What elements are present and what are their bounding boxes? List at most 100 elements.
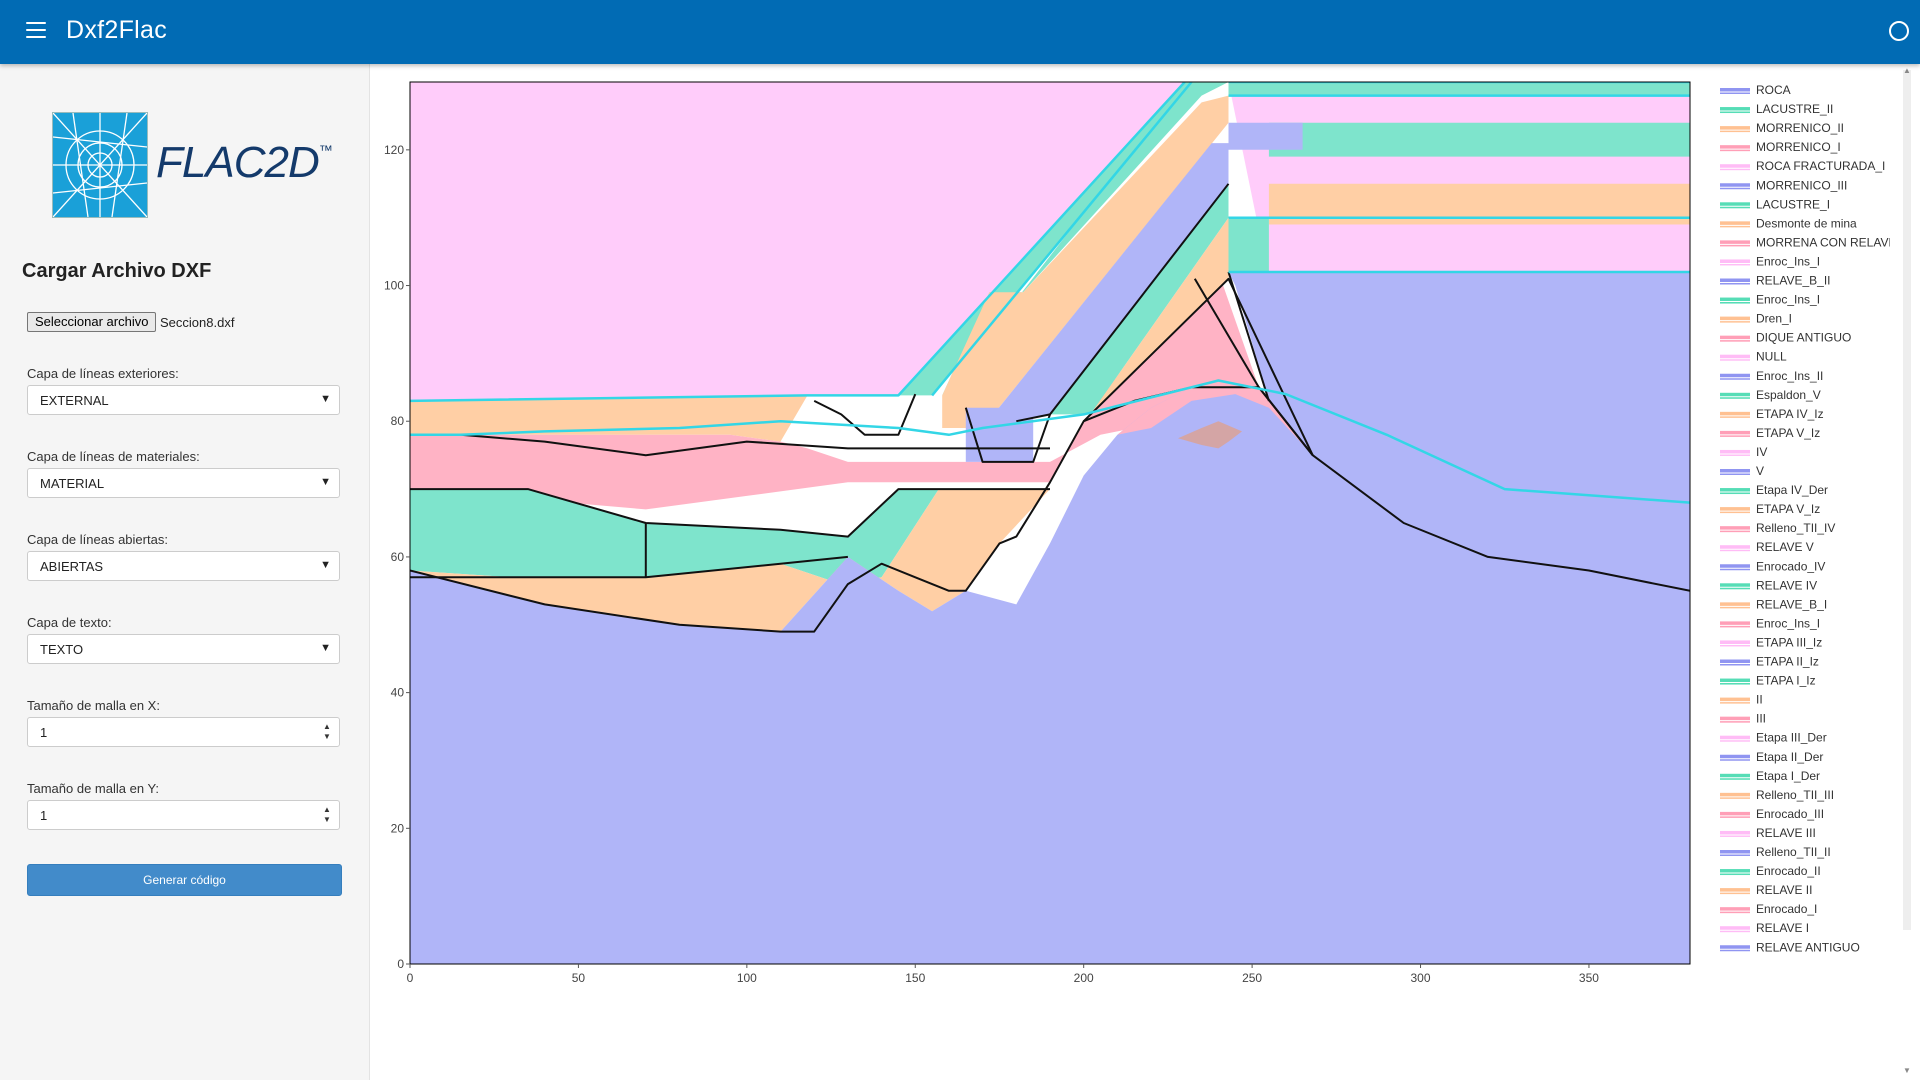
- legend-swatch[interactable]: [1720, 850, 1750, 856]
- legend-swatch[interactable]: [1720, 373, 1750, 380]
- legend-swatch[interactable]: [1720, 773, 1750, 780]
- legend-swatch[interactable]: [1720, 697, 1750, 704]
- legend-swatch[interactable]: [1720, 488, 1750, 495]
- section-chart[interactable]: 0 50 100 150 200 250 300 350 0 20 40 60 80 100 120 ROCA…: [370, 64, 1896, 1080]
- legend-swatch[interactable]: [1720, 716, 1750, 723]
- material-layer-select[interactable]: MATERIAL ▼: [27, 468, 340, 498]
- legend-swatch[interactable]: [1720, 583, 1750, 590]
- legend-item-label[interactable]: LACUSTRE_II: [1756, 102, 1833, 116]
- legend-item-label[interactable]: RELAVE V: [1756, 540, 1814, 554]
- legend-swatch[interactable]: [1720, 926, 1750, 933]
- legend-item-label[interactable]: ROCA FRACTURADA_I: [1756, 159, 1885, 173]
- legend-swatch[interactable]: [1720, 507, 1750, 514]
- legend-item-label[interactable]: Etapa III_Der: [1756, 731, 1827, 745]
- legend-item-label[interactable]: Etapa I_Der: [1756, 769, 1820, 783]
- legend-item-label[interactable]: II: [1756, 693, 1763, 707]
- legend-item-label[interactable]: Etapa IV_Der: [1756, 483, 1828, 497]
- legend-item-label[interactable]: RELAVE II: [1756, 883, 1812, 897]
- legend-item-label[interactable]: Enroc_Ins_I: [1756, 616, 1820, 630]
- material-region[interactable]: [965, 407, 1034, 462]
- legend-swatch[interactable]: [1720, 640, 1750, 647]
- legend-swatch[interactable]: [1720, 830, 1750, 837]
- legend-item-label[interactable]: MORRENICO_II: [1756, 121, 1844, 135]
- legend-item-label[interactable]: RELAVE_B_II: [1756, 274, 1830, 288]
- legend-item-label[interactable]: ETAPA III_Iz: [1756, 635, 1822, 649]
- material-region[interactable]: [942, 95, 1229, 428]
- legend-swatch[interactable]: [1720, 88, 1750, 94]
- legend-swatch[interactable]: [1720, 107, 1750, 114]
- legend-swatch[interactable]: [1720, 259, 1750, 266]
- legend-item-label[interactable]: NULL: [1756, 350, 1787, 364]
- material-region[interactable]: [1050, 272, 1259, 483]
- legend-item-label[interactable]: Dren_I: [1756, 312, 1792, 326]
- scrollbar-track[interactable]: [1903, 70, 1911, 930]
- material-region[interactable]: [982, 143, 1229, 428]
- legend-item-label[interactable]: Enrocado_I: [1756, 902, 1817, 916]
- legend-swatch[interactable]: [1720, 126, 1750, 133]
- material-region[interactable]: [410, 82, 1185, 401]
- legend-swatch[interactable]: [1720, 392, 1750, 399]
- legend-item-label[interactable]: Enrocado_III: [1756, 807, 1824, 821]
- external-layer-select[interactable]: EXTERNAL ▼: [27, 385, 340, 415]
- legend-item-label[interactable]: MORRENICO_I: [1756, 140, 1841, 154]
- select-file-button[interactable]: Seleccionar archivo: [27, 312, 157, 332]
- material-region[interactable]: [898, 82, 1192, 396]
- material-region[interactable]: [410, 434, 1050, 510]
- legend-item-label[interactable]: IV: [1756, 445, 1767, 459]
- material-region[interactable]: [410, 395, 808, 442]
- material-region[interactable]: [1178, 421, 1242, 449]
- legend-item-label[interactable]: MORRENA CON RELAVE: [1756, 235, 1896, 249]
- legend-item-label[interactable]: RELAVE III: [1756, 826, 1816, 840]
- legend-swatch[interactable]: [1720, 145, 1750, 152]
- hamburger-menu-icon[interactable]: [26, 22, 46, 40]
- material-region[interactable]: [1117, 380, 1313, 456]
- legend-swatch[interactable]: [1720, 430, 1750, 437]
- legend-item-label[interactable]: DIQUE ANTIGUO: [1756, 331, 1851, 345]
- generate-code-button[interactable]: Generar código: [27, 864, 342, 896]
- legend-item-label[interactable]: Espaldon_V: [1756, 388, 1821, 402]
- material-region[interactable]: [1228, 82, 1691, 279]
- legend-item-label[interactable]: ROCA: [1756, 83, 1791, 97]
- legend-item-label[interactable]: RELAVE IV: [1756, 578, 1817, 592]
- legend-swatch[interactable]: [1720, 811, 1750, 818]
- legend-swatch[interactable]: [1720, 907, 1750, 914]
- material-region[interactable]: [1228, 122, 1303, 150]
- legend-item-label[interactable]: RELAVE ANTIGUO: [1756, 940, 1860, 954]
- legend-swatch[interactable]: [1720, 469, 1750, 475]
- legend-item-label[interactable]: Desmonte de mina: [1756, 216, 1857, 230]
- legend-swatch[interactable]: [1720, 735, 1750, 742]
- legend-swatch[interactable]: [1720, 869, 1750, 876]
- legend-swatch[interactable]: [1720, 678, 1750, 685]
- material-region[interactable]: [410, 489, 1050, 632]
- legend-item-label[interactable]: Relleno_TII_IV: [1756, 521, 1835, 535]
- legend-swatch[interactable]: [1720, 564, 1750, 571]
- legend-swatch[interactable]: [1720, 297, 1750, 304]
- legend-item-label[interactable]: ETAPA V_Iz: [1756, 502, 1820, 516]
- legend-item-label[interactable]: ETAPA I_Iz: [1756, 674, 1816, 688]
- legend-item-label[interactable]: Relleno_TII_II: [1756, 845, 1831, 859]
- legend-item-label[interactable]: Enroc_Ins_II: [1756, 369, 1823, 383]
- legend-swatch[interactable]: [1720, 792, 1750, 799]
- material-region[interactable]: [1090, 217, 1229, 415]
- legend-swatch[interactable]: [1720, 526, 1750, 533]
- legend-item-label[interactable]: Relleno_TII_III: [1756, 788, 1834, 802]
- spinner-icon[interactable]: ▲ ▼: [323, 805, 331, 824]
- legend-swatch[interactable]: [1720, 164, 1750, 171]
- legend-item-label[interactable]: ETAPA V_Iz: [1756, 426, 1820, 440]
- legend-item-label[interactable]: MORRENICO_III: [1756, 178, 1847, 192]
- legend-item-label[interactable]: Enrocado_IV: [1756, 559, 1825, 573]
- spinner-icon[interactable]: ▲ ▼: [323, 722, 331, 741]
- legend-swatch[interactable]: [1720, 240, 1750, 247]
- mesh-x-input[interactable]: 1 ▲ ▼: [27, 717, 340, 747]
- scroll-up-icon[interactable]: ▲: [1903, 66, 1911, 75]
- legend-swatch[interactable]: [1720, 449, 1750, 456]
- legend-swatch[interactable]: [1720, 602, 1750, 609]
- mesh-y-input[interactable]: 1 ▲ ▼: [27, 800, 340, 830]
- legend-item-label[interactable]: Enroc_Ins_I: [1756, 293, 1820, 307]
- text-layer-select[interactable]: TEXTO ▼: [27, 634, 340, 664]
- open-layer-select[interactable]: ABIERTAS ▼: [27, 551, 340, 581]
- legend-swatch[interactable]: [1720, 754, 1750, 761]
- legend-swatch[interactable]: [1720, 183, 1750, 190]
- legend-item-label[interactable]: RELAVE I: [1756, 921, 1809, 935]
- legend-swatch[interactable]: [1720, 659, 1750, 666]
